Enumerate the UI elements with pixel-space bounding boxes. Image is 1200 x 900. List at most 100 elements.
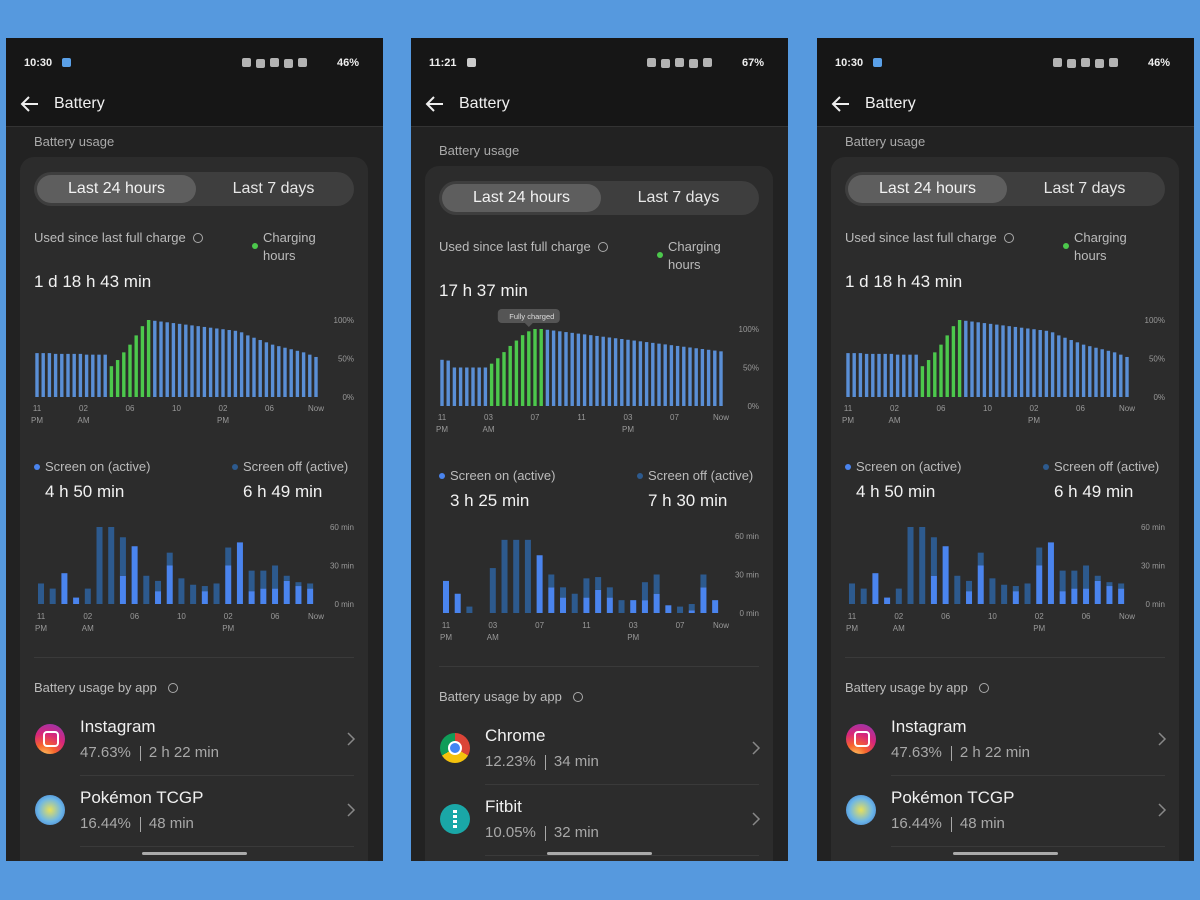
tab[interactable]: Last 7 days <box>637 189 720 206</box>
y-tick-label: 0 min <box>739 609 759 618</box>
battery-bar <box>902 354 906 397</box>
battery-bar <box>846 353 850 397</box>
info-icon <box>598 242 608 252</box>
divider <box>845 657 1165 658</box>
app-name[interactable]: Chrome <box>485 726 546 745</box>
app-share: 10.05% <box>485 824 536 841</box>
legend-label: Charging hours <box>263 230 316 263</box>
battery-bar <box>914 354 918 397</box>
battery-bar <box>53 353 58 397</box>
battery-bar <box>1026 328 1030 397</box>
phone-screen: 10:30 46% Battery Battery usage Last 24 hour… <box>6 38 383 861</box>
series-total: 6 h 49 min <box>1054 482 1134 501</box>
x-tick-label: AM <box>78 416 90 425</box>
x-tick-label: 07 <box>531 413 540 422</box>
legend-label: Screen on (active) <box>856 459 962 474</box>
status-icon <box>675 58 684 67</box>
tab-selected <box>848 175 1007 203</box>
series-total: 7 h 30 min <box>648 491 728 510</box>
status-bar <box>817 38 1194 126</box>
usage-bar <box>248 591 255 604</box>
home-indicator <box>953 852 1058 855</box>
usage-bar <box>201 591 208 604</box>
tab[interactable]: Last 7 days <box>232 180 315 197</box>
section-title: Battery usage <box>845 134 926 149</box>
annotation-pointer <box>524 323 533 327</box>
x-tick-label: 07 <box>676 621 685 630</box>
x-tick-label: PM <box>217 416 229 425</box>
legend-swatch <box>657 252 663 258</box>
app-name[interactable]: Instagram <box>891 717 967 736</box>
legend-swatch <box>34 464 40 470</box>
tab[interactable]: Last 7 days <box>1043 180 1126 197</box>
back-button[interactable] <box>18 94 42 114</box>
battery-bar <box>682 346 686 406</box>
legend-swatch <box>439 473 445 479</box>
chevron[interactable] <box>346 732 356 746</box>
status-battery: 46% <box>1147 57 1170 69</box>
status-bar <box>6 38 383 126</box>
x-tick-label: 10 <box>988 612 997 621</box>
usage-bar <box>1036 547 1043 566</box>
battery-bar <box>221 329 225 397</box>
chevron[interactable] <box>751 812 761 826</box>
usage-bar <box>677 606 684 613</box>
app-name[interactable]: Pokémon TCGP <box>80 788 204 807</box>
battery-bar <box>626 339 630 406</box>
usage-bar <box>1106 582 1113 587</box>
app-name[interactable]: Fitbit <box>485 797 522 816</box>
tab[interactable]: Last 24 hours <box>879 180 976 197</box>
usage-bar <box>1047 542 1054 604</box>
chevron[interactable] <box>1157 803 1167 817</box>
card <box>831 157 1179 861</box>
battery-bar <box>440 359 444 406</box>
app-name[interactable]: Instagram <box>80 717 156 736</box>
chevron-path <box>347 732 356 746</box>
y-tick-label: 0 min <box>1145 600 1165 609</box>
battery-bar <box>184 324 188 397</box>
phone-screen: 10:30 46% Battery Battery usage Last 24 hour… <box>817 38 1194 861</box>
usage-bar <box>1083 565 1090 589</box>
back-button[interactable] <box>423 94 447 114</box>
usage-bar <box>930 575 937 604</box>
battery-bar <box>458 367 463 406</box>
usage-bar <box>536 555 543 613</box>
series-total: 6 h 49 min <box>243 482 323 501</box>
battery-bar <box>533 329 537 406</box>
status-icon <box>1081 58 1090 67</box>
battery-bar <box>551 330 556 406</box>
battery-bar <box>177 323 182 397</box>
x-tick-label: AM <box>487 633 499 642</box>
battery-bar <box>675 345 680 406</box>
status-icon <box>689 59 698 68</box>
x-tick-label: 06 <box>1082 612 1091 621</box>
status-icon <box>1067 59 1076 68</box>
usage-bar <box>700 587 707 613</box>
tab[interactable]: Last 24 hours <box>68 180 165 197</box>
chevron[interactable] <box>346 803 356 817</box>
usage-bar <box>630 600 637 613</box>
x-tick-label: 10 <box>177 612 186 621</box>
divider <box>411 126 788 127</box>
x-tick-label: Now <box>713 413 729 422</box>
x-tick-label: 06 <box>941 612 950 621</box>
status-battery: 67% <box>741 57 764 69</box>
chevron[interactable] <box>1157 732 1167 746</box>
x-tick-label: 11 <box>844 404 853 413</box>
battery-bar <box>632 340 636 406</box>
battery-bar <box>452 367 457 406</box>
y-tick-label: 50% <box>1149 355 1165 364</box>
x-tick-label: PM <box>1033 624 1045 633</box>
app-name[interactable]: Pokémon TCGP <box>891 788 1015 807</box>
back-button[interactable] <box>829 94 853 114</box>
info-icon <box>168 683 178 693</box>
battery-bar <box>694 348 698 406</box>
chevron[interactable] <box>751 741 761 755</box>
battery-bar <box>446 360 450 406</box>
usage-bar <box>1071 570 1078 589</box>
battery-bar <box>607 337 612 406</box>
usage-bar <box>1059 570 1066 592</box>
x-tick-label: 02 <box>83 612 92 621</box>
tab[interactable]: Last 24 hours <box>473 189 570 206</box>
battery-bar <box>920 366 925 397</box>
